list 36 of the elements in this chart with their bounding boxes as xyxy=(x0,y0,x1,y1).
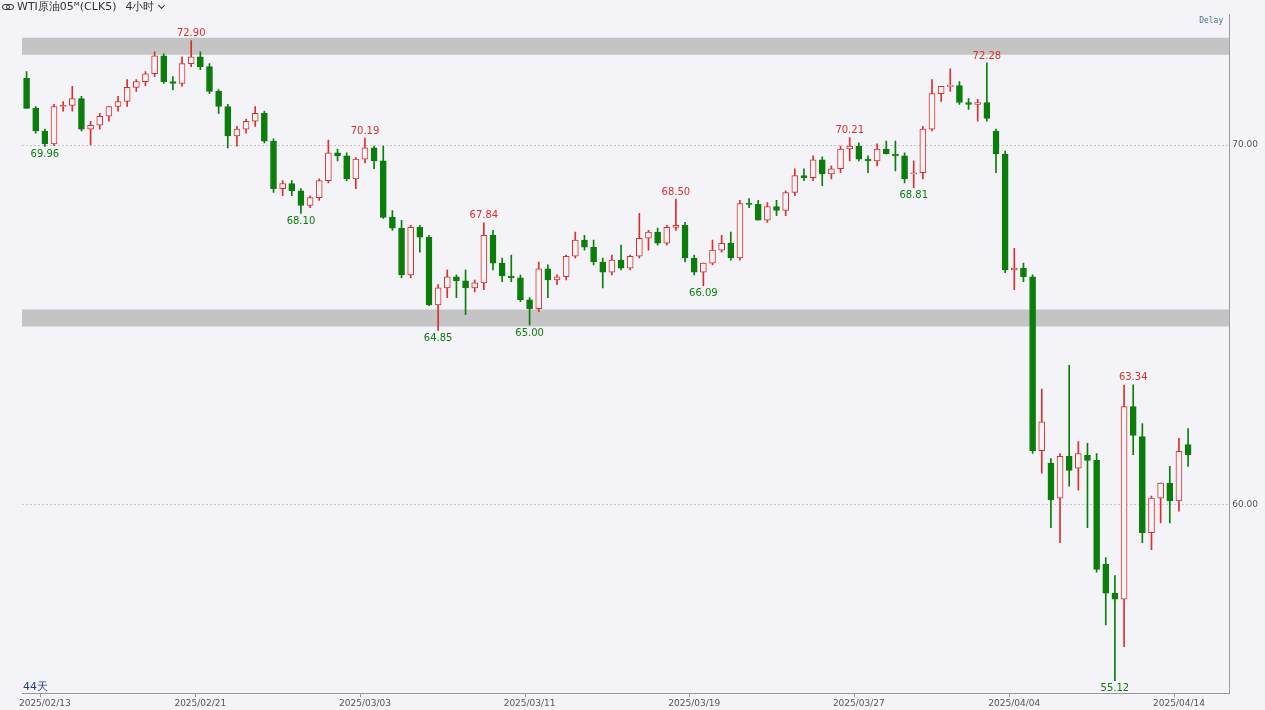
text: 72.90 xyxy=(176,27,206,39)
text: 68.50 xyxy=(661,185,691,197)
x-tick-label: 2025/04/14 xyxy=(1153,697,1206,708)
candlestick xyxy=(672,198,680,231)
text: 55.12 xyxy=(1100,682,1130,694)
candlestick xyxy=(974,98,982,122)
candlestick xyxy=(1065,364,1073,487)
text: 63.34 xyxy=(1118,371,1148,383)
x-tick-label: 2025/02/13 xyxy=(18,697,71,708)
chart-subtitle: 4小时 xyxy=(125,0,155,14)
x-tick-label: 2025/03/03 xyxy=(339,697,391,708)
text: 64.85 xyxy=(423,331,453,343)
text: 68.10 xyxy=(286,215,316,226)
annotation: Delay xyxy=(1199,16,1224,26)
candlestick xyxy=(910,160,918,189)
text: 70.21 xyxy=(835,124,865,136)
x-tick-label: 2025/03/19 xyxy=(668,697,721,708)
candlestick xyxy=(800,168,808,181)
y-tick-label: 60.00 xyxy=(1232,499,1259,510)
candlestick xyxy=(187,40,195,67)
text: 72.28 xyxy=(972,49,1002,61)
annotation: 44天 xyxy=(23,679,48,693)
x-tick-label: 2025/04/04 xyxy=(988,697,1041,708)
text: 69.96 xyxy=(30,148,60,160)
text: 70.19 xyxy=(350,124,380,136)
chart-title: WTI原油05ᴹ(CLK5) xyxy=(17,0,117,14)
text: 68.81 xyxy=(899,189,929,201)
text: 67.84 xyxy=(469,209,499,221)
x-tick-label: 2025/03/27 xyxy=(832,697,885,708)
candlestick xyxy=(169,76,177,90)
text: 65.00 xyxy=(515,326,544,338)
y-tick-label: 70.00 xyxy=(1232,139,1259,150)
text: 66.09 xyxy=(689,287,718,299)
x-tick-label: 2025/02/21 xyxy=(174,697,227,708)
x-tick-label: 2025/03/11 xyxy=(503,697,556,708)
candlestick xyxy=(1111,575,1119,681)
